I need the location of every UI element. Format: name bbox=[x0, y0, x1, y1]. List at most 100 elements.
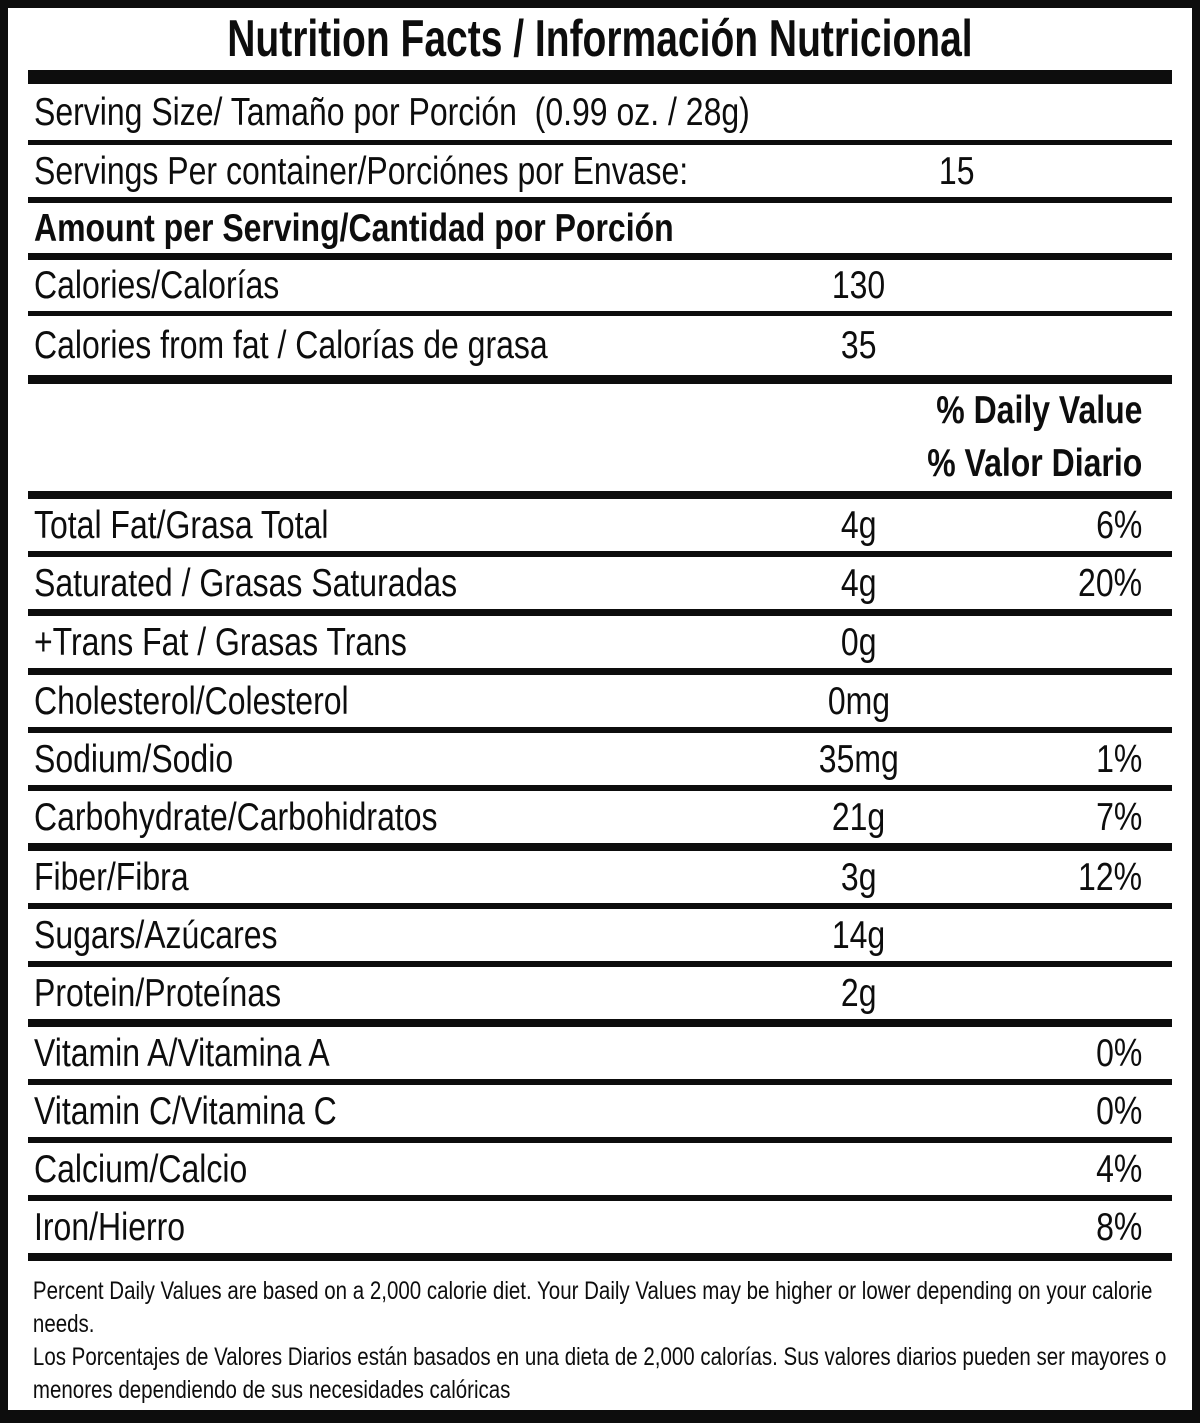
nutrient-row-cholesterol: Cholesterol/Colesterol 0mg bbox=[28, 675, 1172, 727]
row-divider bbox=[28, 1195, 1172, 1201]
title-divider-bar bbox=[28, 70, 1172, 84]
nutrient-row-sugars: Sugars/Azúcares 14g bbox=[28, 909, 1172, 961]
nutrient-label: +Trans Fat / Grasas Trans bbox=[34, 620, 407, 664]
nutrient-dv-wrap: 4% bbox=[984, 1150, 1172, 1189]
footnote-es: Los Porcentajes de Valores Diarios están… bbox=[32, 1343, 1167, 1404]
row-divider bbox=[28, 843, 1172, 851]
nutrient-amount-wrap: 21g bbox=[734, 798, 984, 837]
nutrient-amount-wrap: 3g bbox=[734, 858, 984, 897]
nutrient-label: Sugars/Azúcares bbox=[34, 913, 278, 957]
nutrient-dv: 0% bbox=[1095, 1031, 1142, 1075]
nutrient-dv: 20% bbox=[1077, 561, 1142, 605]
nutrient-amount: 4g bbox=[841, 561, 877, 605]
row-divider bbox=[28, 1019, 1172, 1027]
nutrient-amount-wrap bbox=[734, 1092, 984, 1131]
nutrient-dv: 7% bbox=[1095, 795, 1142, 839]
calories-from-fat-value-wrap: 35 bbox=[734, 326, 984, 365]
nutrient-amount-wrap: 14g bbox=[734, 916, 984, 955]
calories-row: Calories/Calorías 130 bbox=[28, 260, 1172, 311]
nutrient-amount-wrap: 4g bbox=[734, 506, 984, 545]
nutrient-label: Fiber/Fibra bbox=[34, 855, 189, 899]
amount-per-serving-header: Amount per Serving/Cantidad por Porción bbox=[34, 206, 674, 250]
nutrient-amount: 0mg bbox=[827, 679, 891, 723]
nutrient-label-wrap: Iron/Hierro bbox=[28, 1208, 734, 1247]
row-divider bbox=[28, 551, 1172, 557]
row-divider bbox=[28, 311, 1172, 316]
nutrient-amount-wrap bbox=[734, 1208, 984, 1247]
nutrient-amount-wrap: 2g bbox=[734, 974, 984, 1013]
label-title-text: Nutrition Facts / Información Nutriciona… bbox=[227, 10, 973, 68]
nutrient-dv: 0% bbox=[1095, 1089, 1142, 1133]
calories-value: 130 bbox=[832, 264, 886, 307]
nutrient-amount-wrap: 4g bbox=[734, 564, 984, 603]
calories-value-wrap: 130 bbox=[734, 266, 984, 305]
row-divider bbox=[28, 785, 1172, 791]
nutrient-dv: 1% bbox=[1095, 737, 1142, 781]
nutrient-label: Calcium/Calcio bbox=[34, 1147, 248, 1191]
row-divider bbox=[28, 903, 1172, 909]
daily-value-header: % Daily Value % Valor Diario bbox=[28, 384, 1172, 491]
nutrient-dv-wrap: 8% bbox=[984, 1208, 1172, 1247]
nutrient-dv-wrap: 1% bbox=[984, 740, 1172, 779]
label-title: Nutrition Facts / Información Nutriciona… bbox=[28, 8, 1172, 70]
nutrient-label: Saturated / Grasas Saturadas bbox=[34, 561, 458, 605]
nutrient-label-wrap: Sugars/Azúcares bbox=[28, 916, 734, 955]
footnote: Percent Daily Values are based on a 2,00… bbox=[28, 1261, 1172, 1410]
row-divider bbox=[28, 491, 1172, 499]
nutrient-dv-wrap: 6% bbox=[984, 506, 1172, 545]
nutrient-row-calcium: Calcium/Calcio 4% bbox=[28, 1143, 1172, 1195]
nutrient-row-vitamin-c: Vitamin C/Vitamina C 0% bbox=[28, 1085, 1172, 1137]
nutrient-amount-wrap: 0mg bbox=[734, 682, 984, 721]
nutrient-row-total-fat: Total Fat/Grasa Total 4g 6% bbox=[28, 499, 1172, 551]
nutrient-amount: 4g bbox=[841, 503, 877, 547]
label-content: Nutrition Facts / Información Nutriciona… bbox=[8, 8, 1192, 1410]
nutrient-row-saturated-fat: Saturated / Grasas Saturadas 4g 20% bbox=[28, 557, 1172, 609]
nutrient-dv-wrap bbox=[984, 623, 1172, 662]
nutrient-label-wrap: Cholesterol/Colesterol bbox=[28, 682, 734, 721]
nutrient-amount: 35mg bbox=[818, 737, 900, 781]
row-divider bbox=[28, 197, 1172, 203]
calories-label-wrap: Calories/Calorías bbox=[28, 266, 734, 305]
row-divider bbox=[28, 1079, 1172, 1085]
nutrient-amount: 14g bbox=[832, 913, 886, 957]
nutrient-dv-wrap: 12% bbox=[984, 858, 1172, 897]
row-divider bbox=[28, 961, 1172, 967]
nutrient-dv: 8% bbox=[1095, 1205, 1142, 1249]
serving-size-row: Serving Size/ Tamaño por Porción (0.99 o… bbox=[28, 84, 1172, 140]
nutrient-dv-wrap: 7% bbox=[984, 798, 1172, 837]
daily-value-header-en: % Daily Value bbox=[935, 389, 1142, 432]
row-divider bbox=[28, 727, 1172, 733]
nutrient-amount-wrap: 35mg bbox=[734, 740, 984, 779]
nutrient-label-wrap: Fiber/Fibra bbox=[28, 858, 734, 897]
footnote-en: Percent Daily Values are based on a 2,00… bbox=[32, 1277, 1153, 1338]
servings-per-container-row: Servings Per container/Porciónes por Env… bbox=[28, 145, 1172, 197]
nutrient-label: Vitamin A/Vitamina A bbox=[34, 1031, 330, 1075]
nutrient-dv-wrap: 0% bbox=[984, 1034, 1172, 1073]
daily-value-header-en-wrap: % Daily Value bbox=[28, 385, 1142, 438]
amount-per-serving-header-row: Amount per Serving/Cantidad por Porción bbox=[28, 203, 1172, 253]
nutrient-label-wrap: Total Fat/Grasa Total bbox=[28, 506, 734, 545]
row-divider bbox=[28, 609, 1172, 616]
nutrient-row-trans-fat: +Trans Fat / Grasas Trans 0g bbox=[28, 616, 1172, 668]
nutrient-row-fiber: Fiber/Fibra 3g 12% bbox=[28, 851, 1172, 903]
nutrient-label: Total Fat/Grasa Total bbox=[34, 503, 329, 547]
servings-per-container-value: 15 bbox=[938, 149, 975, 193]
nutrient-label-wrap: Saturated / Grasas Saturadas bbox=[28, 564, 734, 603]
nutrient-dv-wrap: 20% bbox=[984, 564, 1172, 603]
nutrient-label: Carbohydrate/Carbohidratos bbox=[34, 795, 438, 839]
nutrient-dv: 6% bbox=[1095, 503, 1142, 547]
row-divider bbox=[28, 253, 1172, 260]
nutrient-dv: 12% bbox=[1077, 855, 1142, 899]
serving-size-text: Serving Size/ Tamaño por Porción (0.99 o… bbox=[34, 90, 750, 134]
nutrient-amount-wrap: 0g bbox=[734, 623, 984, 662]
servings-per-container-value-wrap: 15 bbox=[832, 152, 1082, 191]
daily-value-header-es: % Valor Diario bbox=[926, 442, 1142, 485]
nutrient-label: Vitamin C/Vitamina C bbox=[34, 1089, 337, 1133]
calories-from-fat-label-wrap: Calories from fat / Calorías de grasa bbox=[28, 326, 734, 365]
nutrient-amount-wrap bbox=[734, 1150, 984, 1189]
row-divider bbox=[28, 375, 1172, 384]
calories-from-fat-value: 35 bbox=[841, 324, 877, 367]
nutrient-dv: 4% bbox=[1095, 1147, 1142, 1191]
nutrient-row-protein: Protein/Proteínas 2g bbox=[28, 967, 1172, 1019]
row-divider bbox=[28, 1253, 1172, 1261]
